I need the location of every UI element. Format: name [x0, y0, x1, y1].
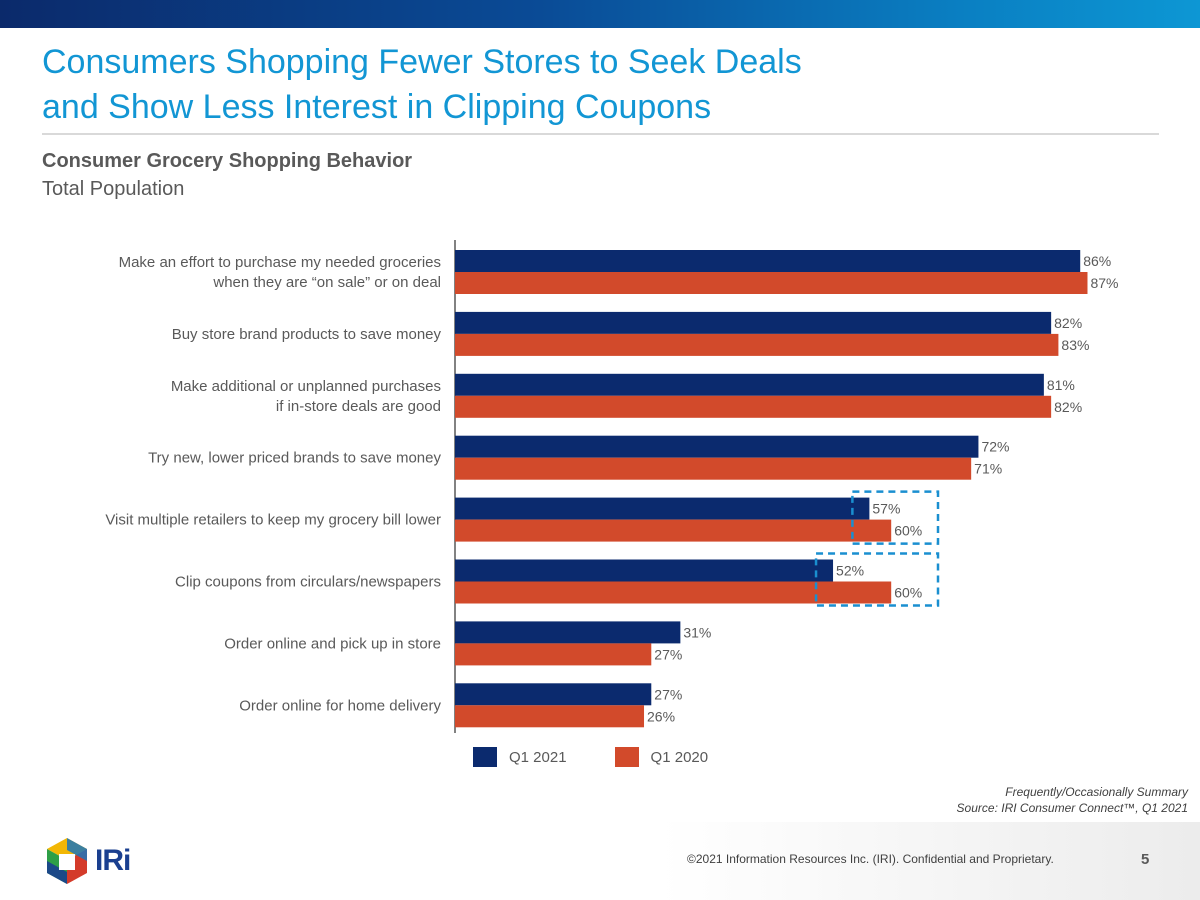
category-label: Order online and pick up in store	[224, 635, 441, 652]
data-label: 87%	[1090, 275, 1118, 291]
top-banner	[0, 0, 1200, 28]
logo-text: IRi	[95, 844, 131, 877]
page-number: 5	[1141, 851, 1150, 868]
bar-q1-2021	[455, 559, 834, 582]
chart-notes: Frequently/Occasionally Summary Source: …	[957, 784, 1188, 816]
bar-q1-2021	[455, 250, 1081, 272]
chart-population: Total Population	[42, 178, 185, 200]
data-label: 82%	[1054, 315, 1082, 331]
data-label: 26%	[647, 708, 675, 724]
category-label: Visit multiple retailers to keep my groc…	[105, 512, 441, 529]
data-label: 60%	[894, 585, 922, 601]
bar-q1-2020	[455, 395, 1052, 418]
category-label: Buy store brand products to save money	[172, 326, 442, 343]
bar-q1-2020	[455, 643, 652, 666]
data-label: 31%	[683, 624, 711, 640]
bar-chart: Make an effort to purchase my needed gro…	[105, 240, 1119, 733]
legend-swatch-q1-2021	[473, 747, 497, 767]
title-line-1: Consumers Shopping Fewer Stores to Seek …	[42, 43, 802, 81]
bar-q1-2021	[455, 435, 979, 458]
bar-q1-2021	[455, 497, 870, 520]
data-label: 52%	[836, 563, 864, 579]
data-label: 71%	[974, 461, 1002, 477]
copyright-text: ©2021 Information Resources Inc. (IRI). …	[687, 852, 1054, 866]
data-label: 82%	[1054, 399, 1082, 415]
footer	[0, 822, 1200, 900]
highlight-box	[851, 490, 940, 545]
bar-q1-2021	[455, 373, 1044, 396]
page-title: Consumers Shopping Fewer Stores to Seek …	[42, 40, 1142, 130]
bar-q1-2021	[455, 311, 1052, 334]
bar-q1-2020	[455, 581, 892, 604]
bar-q1-2020	[455, 705, 645, 728]
data-label: 81%	[1047, 377, 1075, 393]
category-label: Make additional or unplanned purchases if…	[171, 378, 441, 415]
data-label: 72%	[981, 439, 1009, 455]
highlight-box	[814, 552, 940, 607]
bar-q1-2020	[455, 519, 892, 542]
title-divider	[42, 133, 1159, 135]
bar-q1-2021	[455, 683, 652, 706]
legend-label: Q1 2021	[509, 748, 567, 766]
category-label: Try new, lower priced brands to save mon…	[148, 450, 441, 467]
category-label: Order online for home delivery	[239, 697, 441, 714]
bar-q1-2020	[455, 457, 972, 480]
data-label: 60%	[894, 523, 922, 539]
data-label: 27%	[654, 686, 682, 702]
category-label: Make an effort to purchase my needed gro…	[119, 254, 441, 291]
summary-note: Frequently/Occasionally Summary	[1005, 785, 1188, 799]
iri-logo: IRi	[45, 836, 131, 886]
chart-legend: Q1 2021 Q1 2020	[473, 746, 756, 768]
data-label: 27%	[654, 646, 682, 662]
bar-q1-2020	[455, 333, 1059, 356]
data-label: 57%	[872, 501, 900, 517]
legend-swatch-q1-2020	[614, 747, 639, 767]
legend-label: Q1 2020	[650, 748, 709, 766]
chart-subtitle: Consumer Grocery Shopping Behavior	[42, 150, 413, 172]
data-label: 83%	[1061, 337, 1089, 353]
category-label: Clip coupons from circulars/newspapers	[175, 574, 441, 591]
bar-q1-2021	[455, 621, 681, 644]
title-line-2: and Show Less Interest in Clipping Coupo…	[42, 88, 712, 126]
source-note: Source: IRI Consumer Connect™, Q1 2021	[956, 801, 1188, 815]
data-label: 86%	[1083, 253, 1111, 269]
bar-q1-2020	[455, 272, 1088, 294]
legend-item-q1-2020: Q1 2020	[614, 747, 709, 767]
iri-cube-icon	[47, 838, 87, 884]
legend-item-q1-2021: Q1 2021	[473, 747, 567, 767]
